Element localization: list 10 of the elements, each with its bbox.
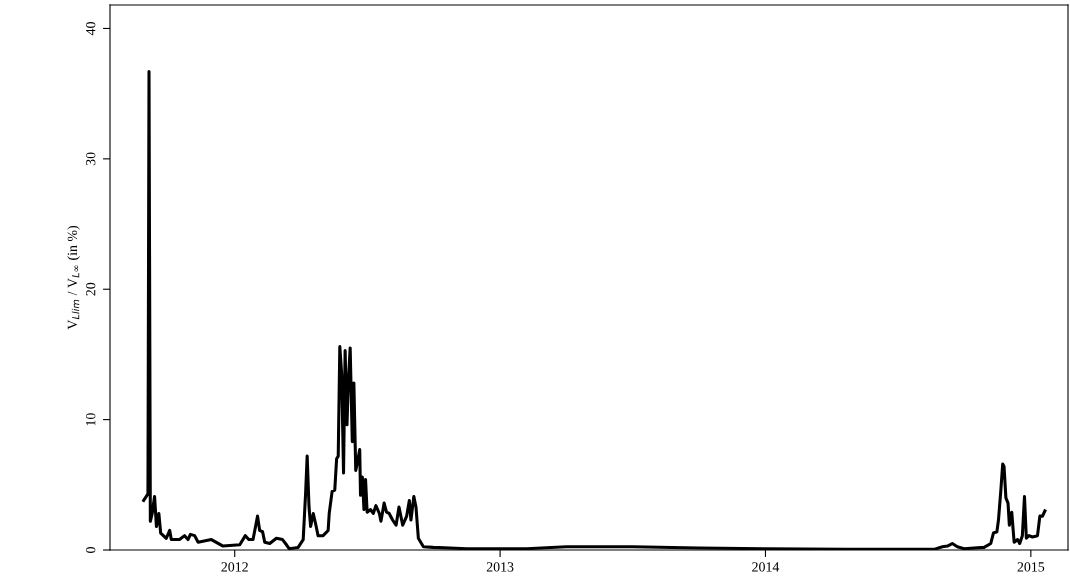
y-tick-label: 40 <box>86 22 96 36</box>
x-tick-label: 2013 <box>486 562 514 572</box>
y-tick-label: 0 <box>86 547 96 553</box>
y-tick-label: 20 <box>86 282 96 296</box>
x-tick-label: 2012 <box>221 562 248 572</box>
x-tick-label: 2015 <box>1017 562 1045 572</box>
y-axis-title: V$_{Llim}$ / V$_{L∞}$ (in %) <box>67 226 80 330</box>
y-tick-label: 30 <box>86 152 96 166</box>
y-tick-label: 10 <box>86 413 96 426</box>
x-tick-label: 2014 <box>752 562 780 572</box>
